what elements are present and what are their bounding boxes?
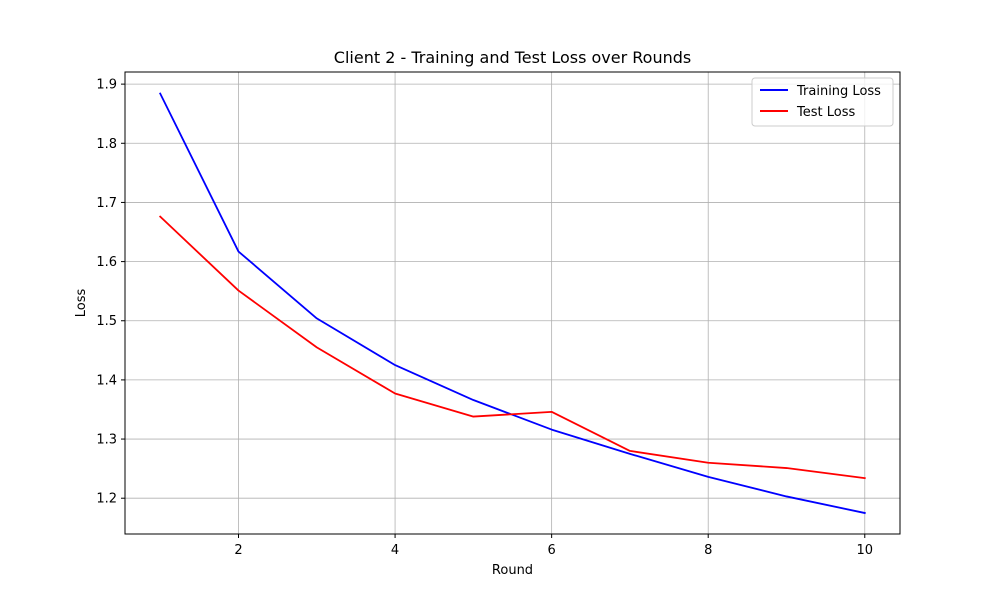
x-axis-label: Round <box>492 563 533 578</box>
axes: 2 4 6 8 10 1.2 1.3 1.4 1.5 1.6 1.7 1.8 1.9 <box>96 78 873 558</box>
y-tick-label: 1.4 <box>96 373 117 388</box>
y-axis-label: Loss <box>74 289 89 318</box>
x-tick-label: 10 <box>856 543 873 558</box>
y-tick-label: 1.9 <box>96 78 117 93</box>
y-tick-label: 1.8 <box>96 137 117 152</box>
y-tick-label: 1.6 <box>96 255 117 270</box>
series-lines <box>158 92 866 515</box>
y-tick-label: 1.3 <box>96 433 117 448</box>
legend-label-test-loss: Test Loss <box>796 105 855 120</box>
x-tick-label: 8 <box>704 543 712 558</box>
y-tick-label: 1.5 <box>96 314 117 329</box>
plot-area <box>125 72 900 534</box>
x-tick-label: 6 <box>548 543 556 558</box>
x-tick-label: 2 <box>234 543 242 558</box>
chart-title: Client 2 - Training and Test Loss over R… <box>334 48 691 67</box>
x-tick-label: 4 <box>391 543 399 558</box>
legend: Training Loss Test Loss <box>751 77 894 127</box>
plot-frame <box>124 71 901 535</box>
y-tick-label: 1.7 <box>96 196 117 211</box>
grid-lines <box>125 72 900 534</box>
y-tick-label: 1.2 <box>96 492 117 507</box>
series-line-test-loss <box>158 215 866 480</box>
legend-label-training-loss: Training Loss <box>796 84 881 99</box>
